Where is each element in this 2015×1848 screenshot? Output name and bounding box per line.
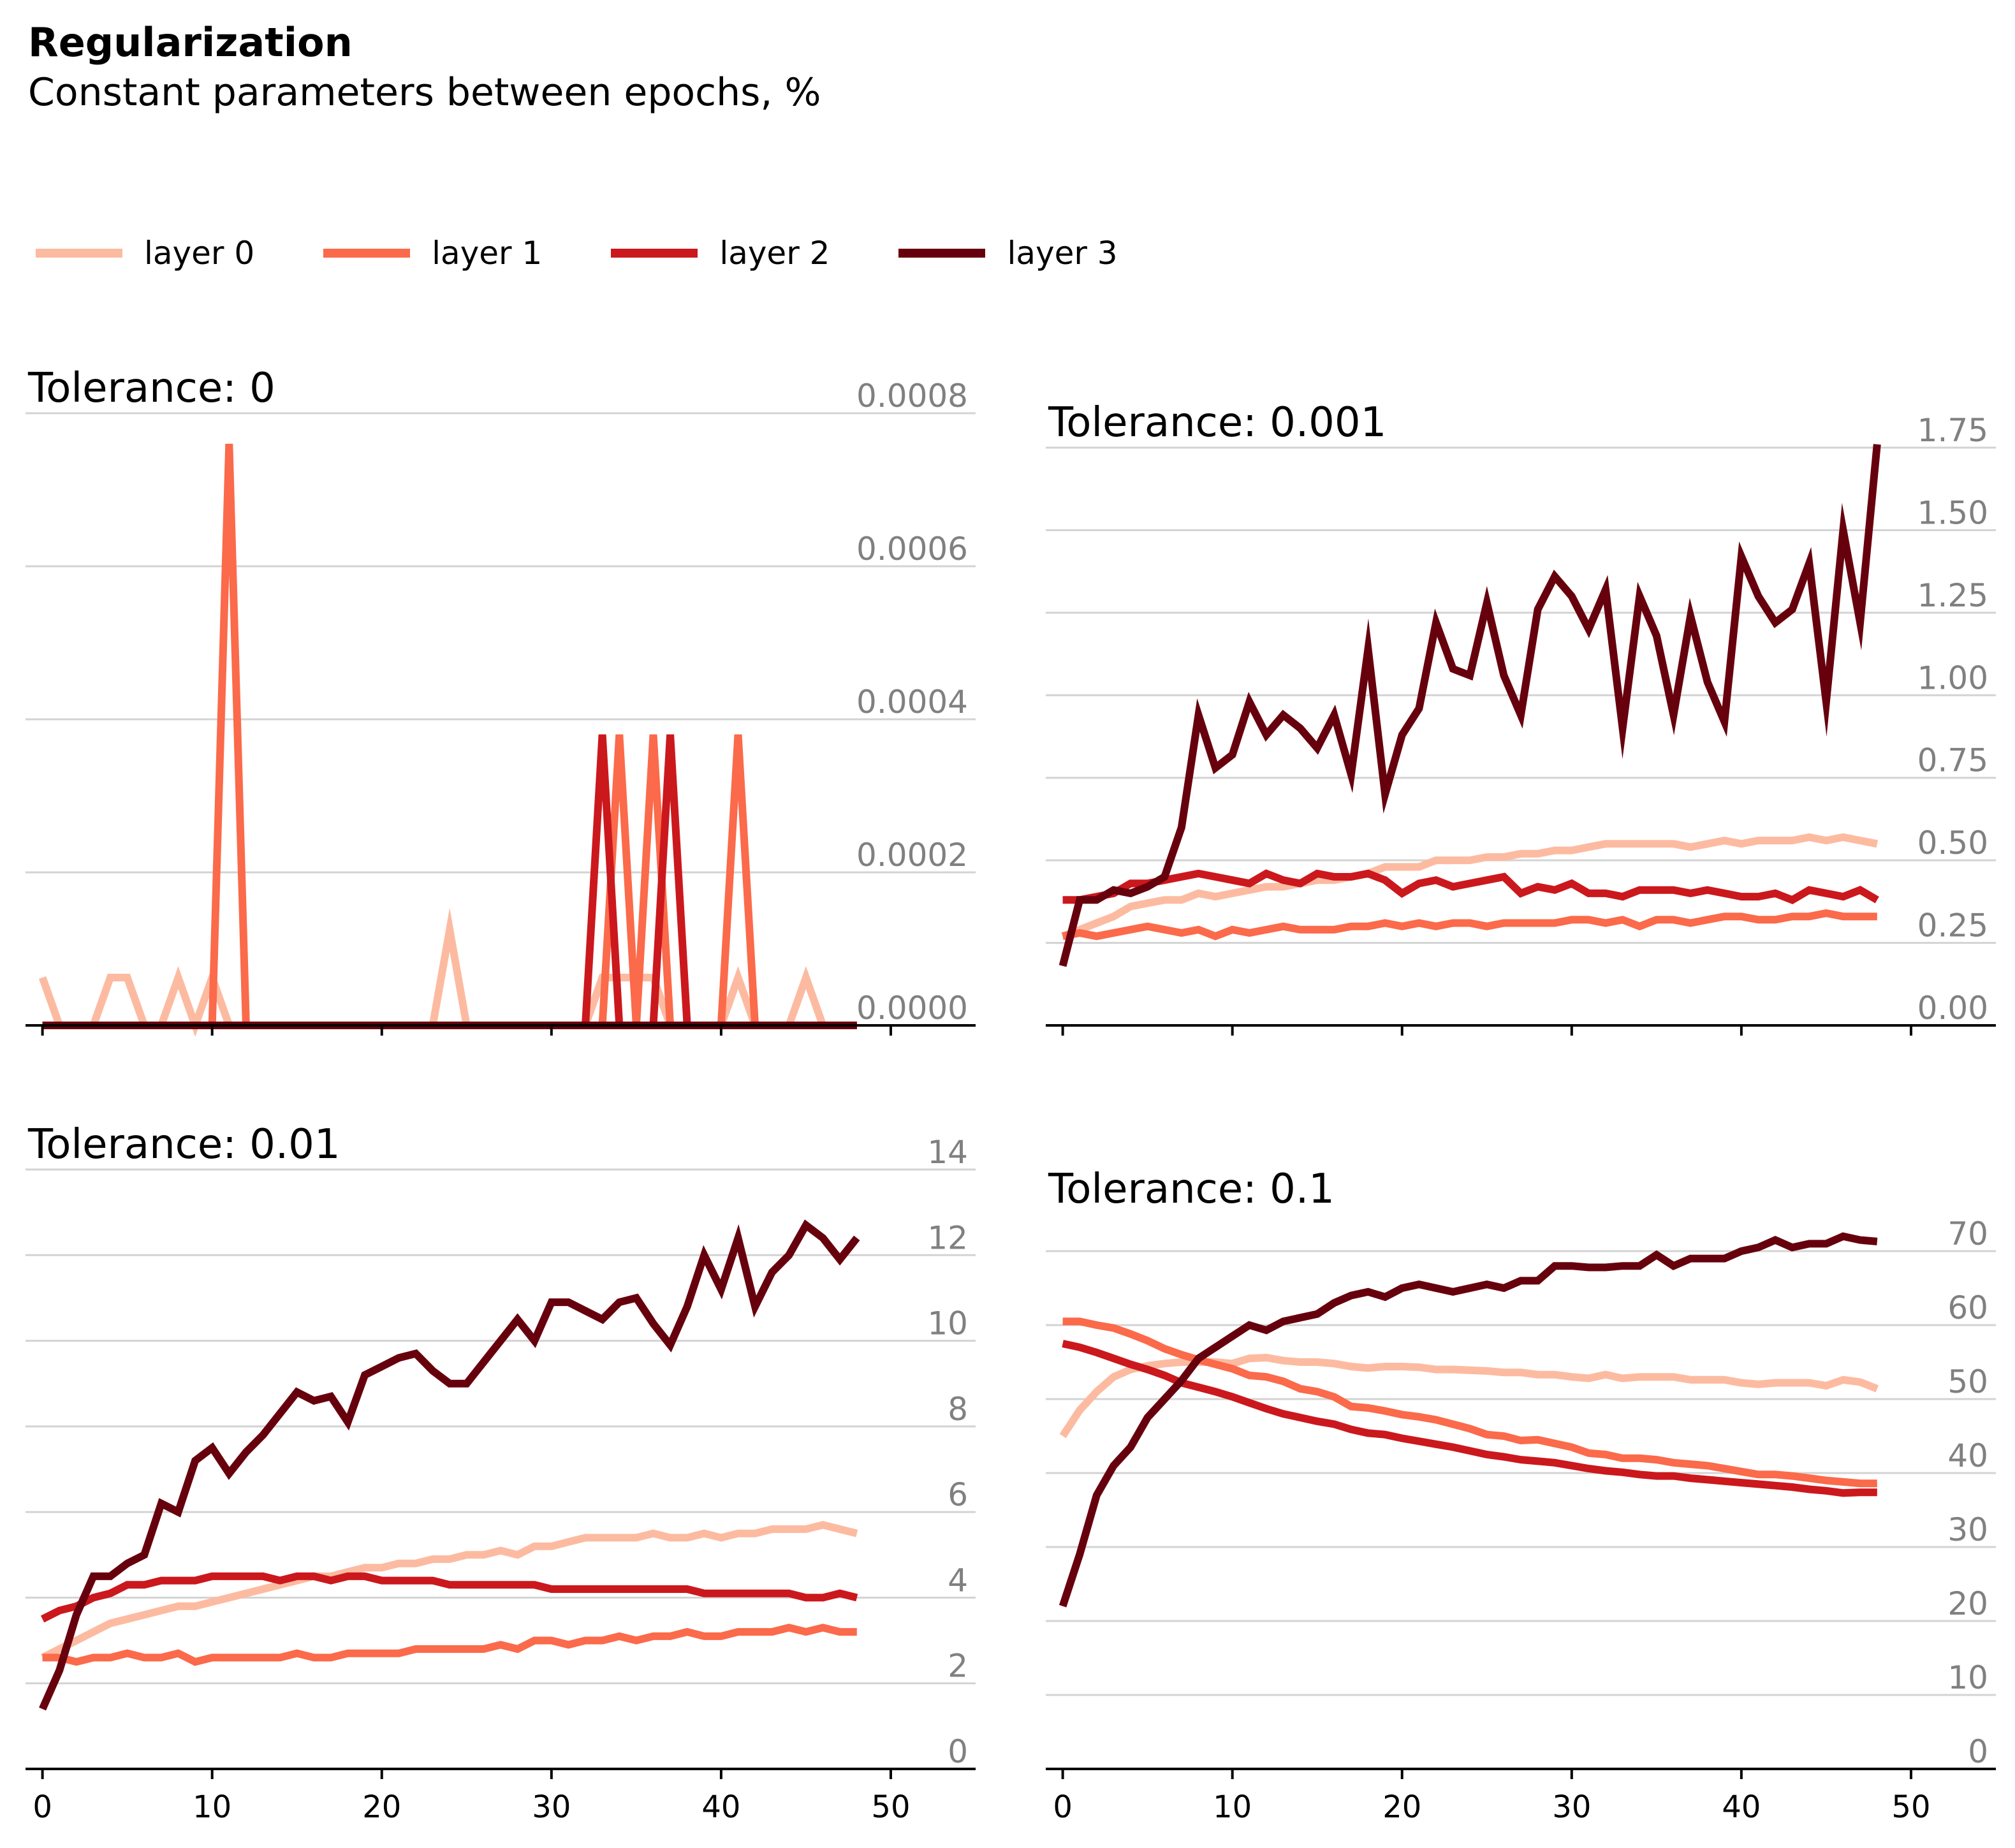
y-tick-label: 50 (1947, 1363, 1988, 1400)
panel-title: Tolerance: 0.001 (1048, 399, 1386, 446)
legend-swatch-layer-1 (323, 249, 411, 258)
x-tick-label: 10 (1213, 1789, 1252, 1825)
y-tick-label: 14 (927, 1134, 968, 1171)
legend-item-layer-1: layer 1 (323, 235, 542, 272)
legend-swatch-layer-3 (898, 249, 986, 258)
panel-3: 0 10 20 30 40 50 60 70 0 10 20 30 40 50 Tolerance: 0.1 (1046, 1166, 1996, 1825)
y-tick-label: 0 (1968, 1733, 1988, 1770)
series-line-layer-1 (1062, 909, 1877, 941)
panel-title: Tolerance: 0 (27, 365, 275, 412)
legend-label-layer-3: layer 3 (1007, 235, 1118, 272)
series-line-layer-2 (1062, 869, 1879, 904)
panel-2: 0 2 4 6 8 10 12 14 0 10 20 30 40 50 Tolerance: 0.01 (26, 1121, 976, 1825)
y-tick-label: 1.00 (1917, 659, 1988, 696)
y-tick-label: 40 (1947, 1437, 1988, 1474)
series-line-layer-3 (39, 1219, 860, 1711)
y-tick-label: 30 (1947, 1511, 1988, 1548)
x-tick-label: 30 (532, 1789, 571, 1825)
y-tick-label: 0.00 (1917, 990, 1988, 1027)
legend-label-layer-0: layer 0 (144, 235, 255, 272)
series-line-layer-1 (1062, 1317, 1877, 1488)
x-tick-label: 50 (871, 1789, 910, 1825)
y-tick-label: 0.0006 (856, 531, 968, 568)
chart-title: Regularization (28, 19, 353, 66)
legend: layer 0 layer 1 layer 2 layer 3 (36, 235, 1187, 272)
y-tick-label: 70 (1947, 1215, 1988, 1252)
panel-0: 0.0000 0.0002 0.0004 0.0006 0.0008 Tolerance:… (26, 365, 976, 1037)
x-tick-label: 50 (1891, 1789, 1930, 1825)
x-tick-label: 0 (33, 1789, 52, 1825)
y-tick-label: 2 (948, 1648, 968, 1685)
y-tick-label: 1.25 (1917, 577, 1988, 614)
series-line-layer-0 (40, 1521, 858, 1661)
legend-swatch-layer-2 (611, 249, 698, 258)
legend-swatch-layer-0 (36, 249, 122, 258)
x-tick-label: 40 (701, 1789, 740, 1825)
series-line-layer-2 (40, 1572, 858, 1623)
series-line-layer-0 (1061, 833, 1878, 940)
y-tick-label: 0.0000 (856, 990, 968, 1027)
series-line-layer-1 (42, 1624, 857, 1666)
x-tick-label: 20 (1382, 1789, 1421, 1825)
y-tick-label: 6 (948, 1476, 968, 1513)
x-tick-label: 30 (1552, 1789, 1591, 1825)
x-tick-label: 40 (1722, 1789, 1761, 1825)
y-tick-label: 10 (927, 1305, 968, 1342)
legend-item-layer-3: layer 3 (898, 235, 1118, 272)
y-tick-label: 20 (1947, 1585, 1988, 1622)
y-tick-label: 0.0002 (856, 837, 968, 874)
legend-label-layer-2: layer 2 (719, 235, 830, 272)
panel-title: Tolerance: 0.1 (1048, 1166, 1335, 1213)
x-tick-label: 20 (362, 1789, 401, 1825)
series-line-layer-0 (38, 907, 857, 1037)
series-line-layer-0 (1059, 1353, 1879, 1439)
y-tick-label: 0.75 (1917, 742, 1988, 779)
chart-subtitle: Constant parameters between epochs, % (28, 70, 821, 115)
y-tick-label: 12 (927, 1219, 968, 1256)
panel-1: 0.00 0.25 0.50 0.75 1.00 1.25 1.50 1.75 Toleranc… (1046, 399, 1996, 1036)
series-line-layer-2 (1062, 1340, 1877, 1497)
panel-title: Tolerance: 0.01 (27, 1121, 341, 1168)
legend-item-layer-0: layer 0 (36, 235, 254, 272)
y-tick-label: 10 (1947, 1659, 1988, 1696)
y-tick-label: 0.0008 (856, 378, 968, 414)
legend-item-layer-2: layer 2 (611, 235, 830, 272)
y-tick-label: 0.50 (1917, 825, 1988, 862)
y-tick-label: 0 (948, 1733, 968, 1770)
x-tick-label: 0 (1053, 1789, 1073, 1825)
series-line-layer-3 (1059, 1232, 1878, 1608)
y-tick-label: 1.50 (1917, 494, 1988, 531)
y-tick-label: 8 (948, 1391, 968, 1428)
series-line-layer-3 (1059, 444, 1881, 967)
y-tick-label: 1.75 (1917, 412, 1988, 449)
y-tick-label: 60 (1947, 1289, 1988, 1326)
y-tick-label: 0.0004 (856, 684, 968, 721)
y-tick-label: 4 (948, 1562, 968, 1599)
x-tick-label: 10 (193, 1789, 231, 1825)
legend-label-layer-1: layer 1 (432, 235, 543, 272)
y-tick-label: 0.25 (1917, 907, 1988, 944)
